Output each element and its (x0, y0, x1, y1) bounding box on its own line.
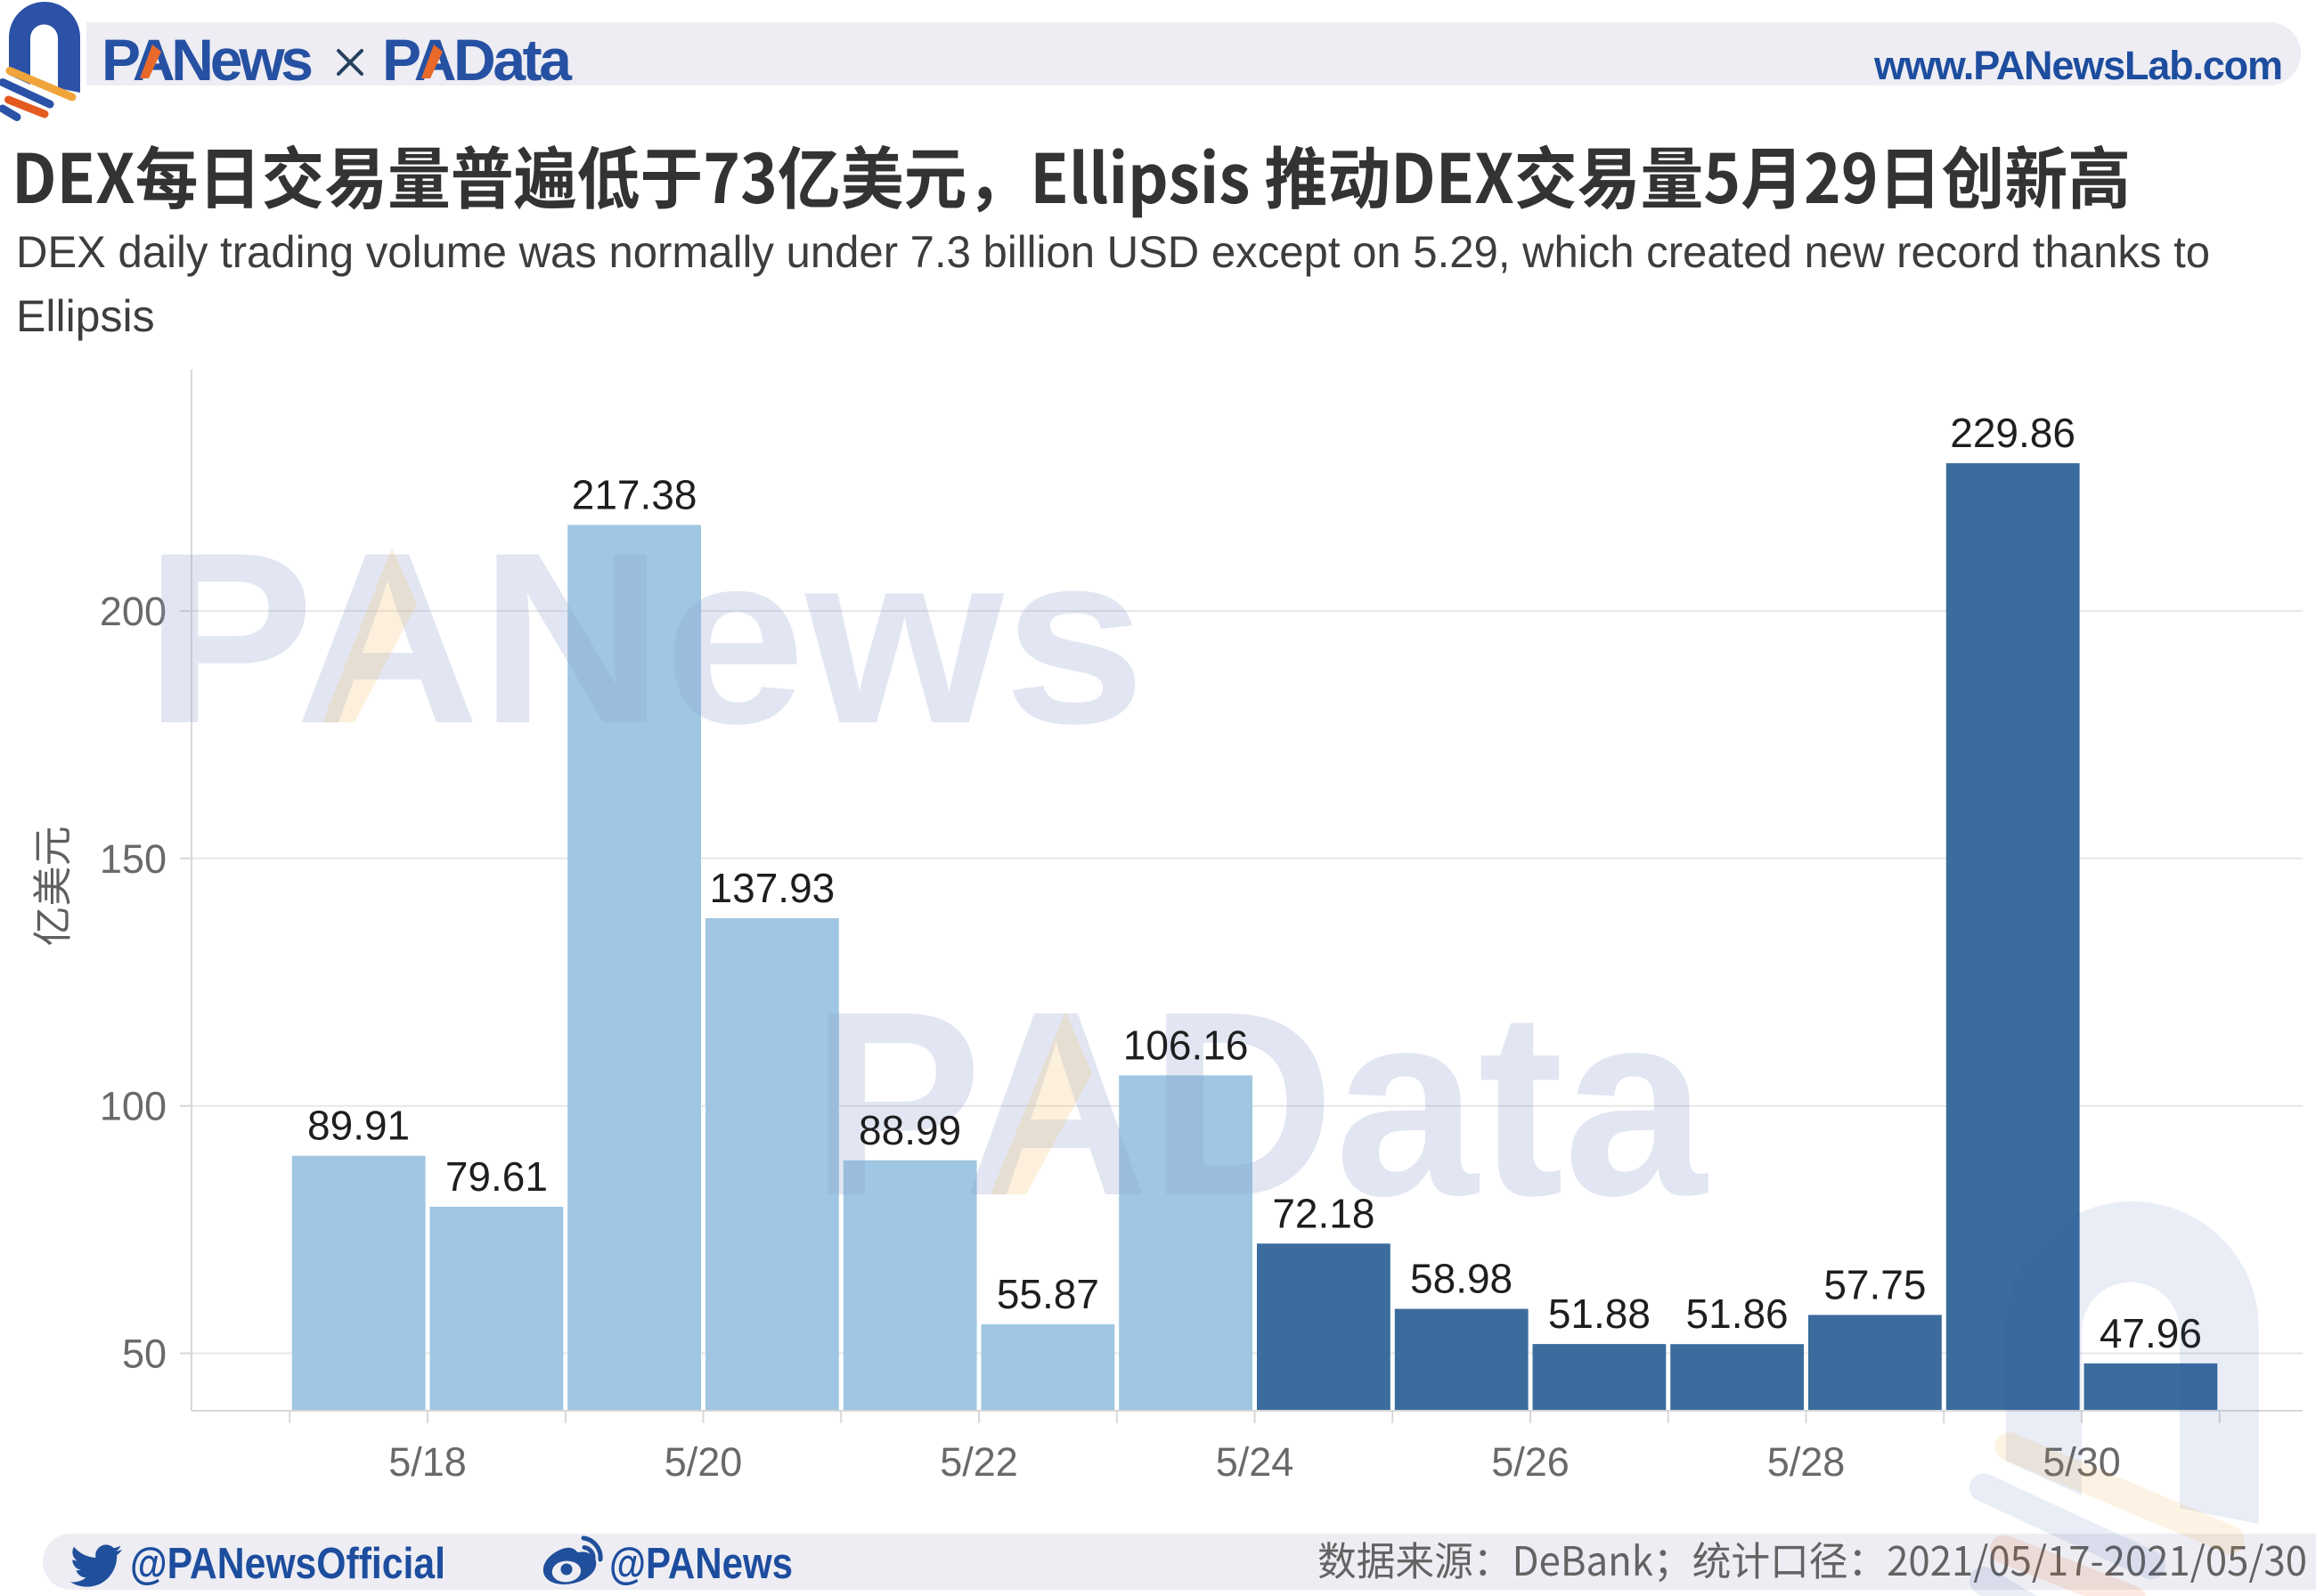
svg-text:5/18: 5/18 (388, 1439, 467, 1485)
svg-text:5/20: 5/20 (665, 1439, 743, 1485)
svg-text:47.96: 47.96 (2100, 1310, 2202, 1356)
svg-text:50: 50 (122, 1331, 167, 1377)
svg-text:@PANewsOfficial: @PANewsOfficial (130, 1540, 445, 1588)
svg-text:5/30: 5/30 (2043, 1439, 2121, 1485)
svg-text:@PANews: @PANews (609, 1540, 793, 1588)
svg-text:PANews: PANews (102, 27, 314, 93)
svg-text:PAData: PAData (382, 27, 573, 93)
svg-text:100: 100 (100, 1084, 167, 1129)
svg-text:5/26: 5/26 (1491, 1439, 1570, 1485)
svg-text:58.98: 58.98 (1410, 1256, 1513, 1302)
svg-text:57.75: 57.75 (1823, 1261, 1926, 1307)
svg-text:www.PANewsLab.com: www.PANewsLab.com (1873, 43, 2283, 88)
svg-text:51.88: 51.88 (1548, 1291, 1651, 1337)
svg-text:DEX daily trading volume was: DEX daily trading volume was normally un… (16, 227, 2210, 277)
svg-text:5/24: 5/24 (1216, 1439, 1294, 1485)
svg-text:88.99: 88.99 (859, 1107, 961, 1153)
svg-text:PAData: PAData (811, 957, 1708, 1250)
svg-text:51.86: 51.86 (1686, 1291, 1789, 1337)
svg-text:89.91: 89.91 (307, 1103, 410, 1149)
svg-text:Ellipsis: Ellipsis (16, 291, 155, 341)
svg-text:5/28: 5/28 (1767, 1439, 1846, 1485)
svg-text:72.18: 72.18 (1272, 1190, 1374, 1236)
svg-text:106.16: 106.16 (1123, 1022, 1249, 1068)
svg-text:217.38: 217.38 (572, 471, 697, 517)
svg-text:PANews: PANews (144, 502, 1146, 775)
svg-text:79.61: 79.61 (445, 1153, 548, 1200)
svg-text:150: 150 (100, 836, 167, 882)
svg-text:55.87: 55.87 (997, 1271, 1099, 1317)
svg-text:137.93: 137.93 (710, 865, 836, 911)
svg-text:5/22: 5/22 (940, 1439, 1018, 1485)
svg-text:200: 200 (100, 589, 167, 634)
svg-text:229.86: 229.86 (1950, 410, 2075, 456)
